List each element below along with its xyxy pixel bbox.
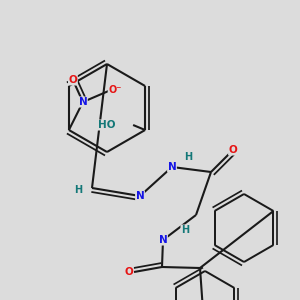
Text: N: N bbox=[79, 97, 87, 107]
Text: O: O bbox=[229, 145, 237, 155]
Text: O: O bbox=[124, 267, 134, 277]
Text: N: N bbox=[136, 191, 144, 201]
Text: H: H bbox=[184, 152, 192, 162]
Text: N: N bbox=[168, 162, 176, 172]
Text: O⁻: O⁻ bbox=[108, 85, 122, 95]
Text: HO: HO bbox=[98, 120, 115, 130]
Text: O: O bbox=[68, 75, 77, 85]
Text: H: H bbox=[181, 225, 189, 235]
Text: H: H bbox=[74, 185, 82, 195]
Text: N: N bbox=[159, 235, 167, 245]
